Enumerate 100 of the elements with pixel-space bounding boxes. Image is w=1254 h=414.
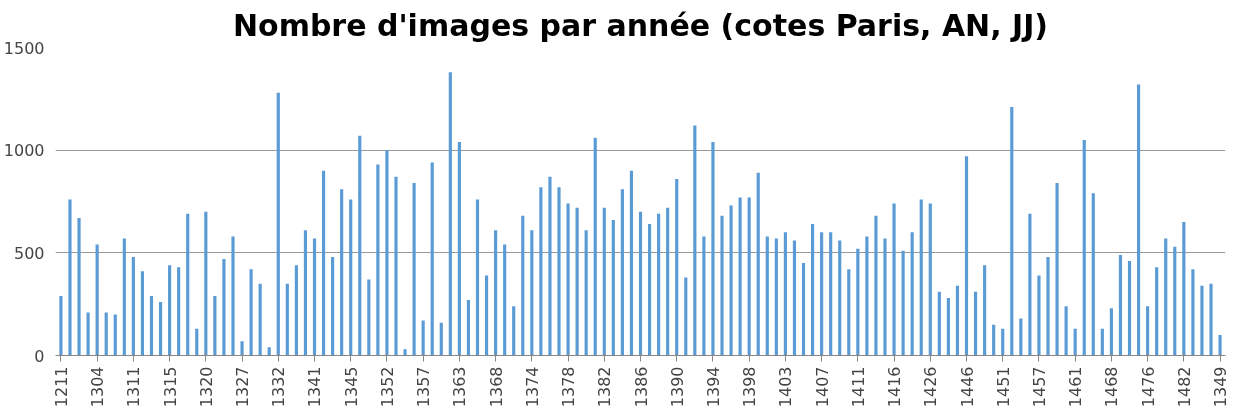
bar: [222, 258, 226, 356]
bar: [593, 137, 597, 356]
bar: [403, 349, 407, 356]
bar: [874, 215, 878, 356]
x-tick-label: 1407: [812, 366, 832, 408]
bar: [86, 312, 90, 356]
bar: [765, 236, 769, 356]
bar: [1001, 328, 1005, 356]
x-tick-label: 1382: [595, 366, 615, 408]
bar: [294, 265, 298, 356]
bar: [494, 230, 498, 356]
bar: [1118, 254, 1123, 356]
bar: [829, 232, 833, 356]
bar: [928, 203, 932, 356]
bar: [620, 189, 624, 356]
bar: [946, 298, 950, 356]
x-tick-label: 1398: [740, 366, 760, 408]
bar: [285, 283, 289, 356]
bar: [548, 176, 552, 356]
x-tick-label: 1345: [341, 366, 361, 408]
bar: [312, 238, 317, 356]
x-tick-label: 1403: [776, 366, 796, 408]
bar: [964, 156, 969, 356]
bar: [992, 324, 996, 356]
x-tick-label: 1374: [522, 366, 542, 408]
x-tick-label: 1378: [559, 366, 579, 408]
bar: [448, 72, 452, 356]
bar: [267, 347, 271, 356]
x-tick-label: 1357: [414, 366, 434, 408]
bar: [892, 203, 896, 356]
bar: [213, 295, 217, 356]
bar: [865, 236, 869, 356]
bar: [412, 183, 416, 356]
bar: [340, 189, 344, 356]
bar: [439, 322, 443, 356]
bar: [1010, 107, 1014, 356]
bar: [557, 187, 561, 356]
bar: [973, 291, 978, 356]
bar: [303, 230, 308, 356]
x-tick-label: 1386: [631, 366, 651, 408]
bar: [801, 263, 806, 356]
bar: [983, 265, 987, 356]
x-tick-label: 1468: [1102, 366, 1122, 408]
bar: [1182, 222, 1186, 356]
bar: [901, 250, 905, 356]
x-tick-label: 1352: [377, 366, 397, 408]
bar: [1146, 306, 1150, 356]
bar: [394, 176, 398, 356]
bar: [774, 238, 778, 356]
bar: [1019, 318, 1023, 356]
bar: [937, 291, 941, 356]
bar: [1073, 328, 1077, 356]
bar: [240, 341, 244, 356]
bar: [702, 236, 706, 356]
x-tick-label: 1457: [1029, 366, 1049, 408]
x-tick-label: 1327: [233, 366, 253, 408]
bar: [276, 92, 280, 356]
bar: [684, 277, 688, 356]
bar: [1064, 306, 1068, 356]
bar: [1155, 267, 1159, 356]
x-tick-label: 1446: [957, 366, 977, 408]
bar: [104, 312, 108, 356]
bar: [838, 240, 842, 356]
bar: [131, 256, 135, 356]
bar: [1191, 269, 1195, 356]
bar: [331, 256, 335, 356]
bar: [756, 172, 760, 356]
bar: [512, 306, 516, 356]
bar: [430, 162, 434, 356]
x-tick-label: 1461: [1066, 366, 1086, 408]
bar: [575, 207, 579, 356]
bar: [367, 279, 371, 356]
bar: [847, 269, 851, 356]
bar: [113, 314, 117, 356]
x-tick-label: 1304: [88, 366, 108, 408]
bar: [249, 269, 253, 356]
bar: [783, 232, 787, 356]
bar: [810, 224, 815, 356]
bar: [1055, 183, 1059, 356]
x-tick-label: 1482: [1174, 366, 1194, 408]
bar: [919, 199, 923, 356]
bar: [1100, 328, 1104, 356]
y-tick-label: 1000: [3, 141, 45, 161]
bar: [1109, 308, 1113, 356]
bar: [910, 232, 914, 356]
bar: [539, 187, 543, 356]
y-tick-label: 1500: [3, 38, 45, 58]
x-tick-label: 1311: [124, 366, 144, 408]
bar: [140, 271, 145, 356]
x-tick-label: 1368: [486, 366, 506, 408]
bar: [792, 240, 797, 356]
bar: [457, 141, 461, 356]
bar: [666, 207, 670, 356]
bar: [602, 207, 606, 356]
bar: [376, 164, 380, 356]
bar: [955, 285, 960, 356]
bar: [675, 178, 679, 356]
bar: [883, 238, 887, 356]
x-tick-label: 1315: [160, 366, 180, 408]
bar: [729, 205, 733, 356]
